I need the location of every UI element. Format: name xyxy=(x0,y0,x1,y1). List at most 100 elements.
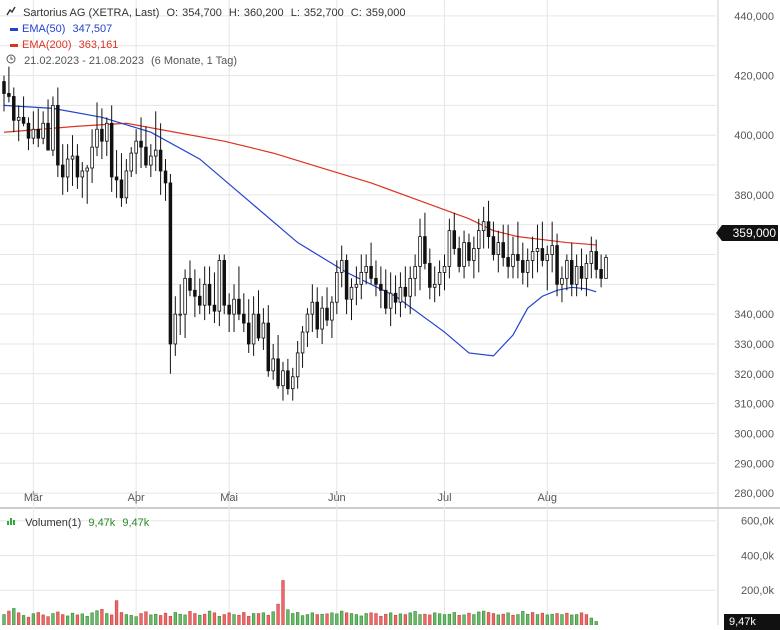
volume-bar xyxy=(305,614,310,625)
volume-bar xyxy=(359,615,363,625)
candle-body xyxy=(105,122,109,142)
candle-body xyxy=(227,304,231,315)
volume-bar xyxy=(506,612,510,625)
volume-bar xyxy=(247,616,251,625)
volume-bar xyxy=(119,612,124,625)
candle-body xyxy=(384,289,388,309)
candle-body xyxy=(408,277,412,297)
volume-bar xyxy=(12,608,16,625)
x-tick-label: Jul xyxy=(437,492,451,504)
volume-bar xyxy=(486,612,491,625)
volume-bar xyxy=(232,614,236,625)
candle-body xyxy=(193,289,197,297)
y-tick-label: 330,000 xyxy=(734,339,774,351)
volume-bar xyxy=(183,614,187,625)
candle-body xyxy=(134,140,138,154)
candle-body xyxy=(139,140,143,148)
candle-body xyxy=(300,331,305,354)
candle-body xyxy=(550,245,554,255)
volume-legend[interactable]: Volumen(1) 9,47k 9,47k xyxy=(6,516,153,530)
candle-body xyxy=(217,260,222,312)
volume-icon xyxy=(6,516,18,530)
candle-body xyxy=(589,251,594,264)
open-value: 354,700 xyxy=(182,7,222,19)
volume-bar xyxy=(369,612,373,625)
candle-body xyxy=(315,301,319,330)
candle-body xyxy=(56,104,60,166)
candle-body xyxy=(114,176,119,181)
candle-body xyxy=(428,263,432,288)
legend-ema50[interactable]: EMA(50) 347,507 xyxy=(10,22,116,36)
volume-bar xyxy=(51,613,55,625)
candle-body xyxy=(266,322,271,372)
y-tick-label: 280,000 xyxy=(734,488,774,500)
header-ohlc: Sartorius AG (XETRA, Last) O: 354,700 H: 3… xyxy=(6,6,410,20)
volume-bar xyxy=(56,611,60,625)
volume-bar xyxy=(212,612,217,625)
candle-body xyxy=(281,370,285,387)
close-label: C: xyxy=(350,7,362,19)
volume-bar xyxy=(207,610,212,625)
volume-bar xyxy=(139,613,143,625)
candle-body xyxy=(26,122,31,139)
volume-bar xyxy=(540,612,545,625)
candle-body xyxy=(286,370,290,390)
volume-label: Volumen(1) xyxy=(25,517,82,529)
volume-bar xyxy=(36,612,40,625)
volume-bar xyxy=(65,615,70,625)
candle-body xyxy=(584,263,589,279)
volume-bar xyxy=(26,616,31,625)
volume-bar xyxy=(154,613,158,625)
volume-bar xyxy=(41,614,45,625)
volume-bar xyxy=(472,614,476,625)
volume-bar xyxy=(428,614,432,625)
candle-body xyxy=(271,358,275,372)
volume-bar xyxy=(560,614,564,625)
volume-bar xyxy=(163,612,168,625)
volume-bar xyxy=(158,615,163,625)
y-tick-label: 380,000 xyxy=(734,190,774,202)
candle-body xyxy=(232,298,236,315)
candle-body xyxy=(320,307,324,330)
candle-body xyxy=(569,260,574,285)
candle-body xyxy=(12,96,16,121)
candle-body xyxy=(291,376,295,390)
candle-body xyxy=(124,170,129,199)
candle-body xyxy=(545,254,550,261)
volume-bar xyxy=(61,614,65,625)
volume-bar xyxy=(17,612,21,625)
candle-body xyxy=(325,307,329,321)
volume-bar xyxy=(584,614,589,625)
volume-bar xyxy=(526,613,530,625)
volume-bar xyxy=(173,612,177,625)
candle-body xyxy=(574,266,579,285)
candle-body xyxy=(599,269,603,279)
volume-bar xyxy=(511,614,515,625)
volume-bar xyxy=(178,613,182,625)
volume-bar xyxy=(31,613,36,625)
candle-body xyxy=(31,128,36,139)
candle-body xyxy=(60,164,65,178)
low-value: 352,700 xyxy=(303,7,344,19)
candle-body xyxy=(511,254,515,267)
ema200-path xyxy=(3,122,597,246)
candle-body xyxy=(369,266,373,279)
candle-body xyxy=(379,283,383,291)
candle-body xyxy=(256,313,261,339)
y-tick-label: 300,000 xyxy=(734,428,774,440)
ema50-path xyxy=(3,104,597,357)
candle-body xyxy=(398,286,403,303)
candle-body xyxy=(462,242,466,267)
candle-body xyxy=(212,304,217,312)
volume-bar xyxy=(105,613,109,625)
range-dates: 21.02.2023 - 21.08.2023 xyxy=(24,55,144,67)
volume-bar xyxy=(325,613,329,625)
y-axis-labels: 280,000 290,000 300,000 310,000 320,000 330,0… xyxy=(734,11,774,597)
volume-bar xyxy=(114,600,119,625)
date-range: 21.02.2023 - 21.08.2023 (6 Monate, 1 Tag… xyxy=(6,54,241,68)
candle-body xyxy=(149,155,153,166)
volume-bar xyxy=(198,614,202,625)
legend-ema200[interactable]: EMA(200) 363,161 xyxy=(10,38,122,52)
candle-body xyxy=(452,230,457,249)
